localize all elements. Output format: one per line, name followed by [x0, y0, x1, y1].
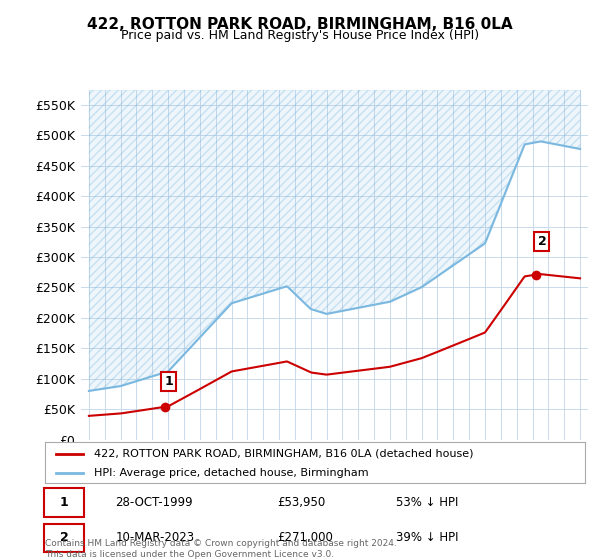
FancyBboxPatch shape: [44, 524, 85, 552]
FancyBboxPatch shape: [44, 488, 85, 517]
Text: 53% ↓ HPI: 53% ↓ HPI: [396, 496, 458, 509]
Text: £271,000: £271,000: [277, 531, 333, 544]
Text: Contains HM Land Registry data © Crown copyright and database right 2024.
This d: Contains HM Land Registry data © Crown c…: [45, 539, 397, 559]
Text: 28-OCT-1999: 28-OCT-1999: [115, 496, 193, 509]
Text: 422, ROTTON PARK ROAD, BIRMINGHAM, B16 0LA: 422, ROTTON PARK ROAD, BIRMINGHAM, B16 0…: [87, 17, 513, 32]
Text: 422, ROTTON PARK ROAD, BIRMINGHAM, B16 0LA (detached house): 422, ROTTON PARK ROAD, BIRMINGHAM, B16 0…: [94, 449, 473, 459]
Text: 39% ↓ HPI: 39% ↓ HPI: [396, 531, 458, 544]
Text: HPI: Average price, detached house, Birmingham: HPI: Average price, detached house, Birm…: [94, 468, 368, 478]
Text: 1: 1: [164, 375, 173, 388]
Text: 2: 2: [538, 235, 546, 248]
Text: Price paid vs. HM Land Registry's House Price Index (HPI): Price paid vs. HM Land Registry's House …: [121, 29, 479, 42]
Text: 1: 1: [60, 496, 68, 509]
Text: 10-MAR-2023: 10-MAR-2023: [115, 531, 194, 544]
Text: 2: 2: [60, 531, 68, 544]
Text: £53,950: £53,950: [277, 496, 325, 509]
